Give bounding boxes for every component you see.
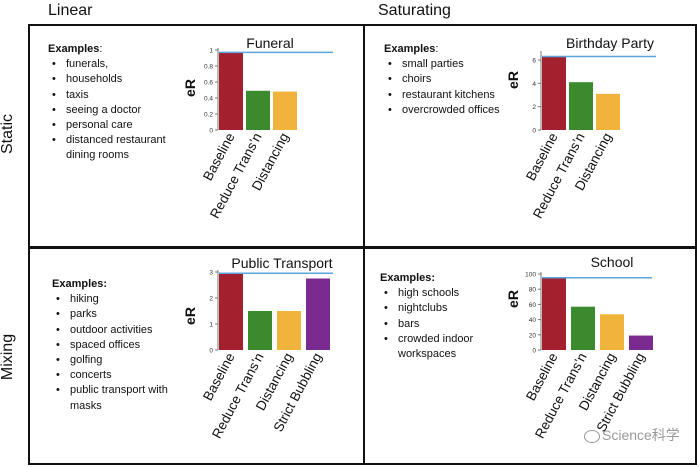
example-item: outdoor activities <box>56 323 172 338</box>
grid-left-border <box>28 24 30 465</box>
y-axis-label: eR <box>505 290 521 308</box>
y-tick-label: 20 <box>529 332 537 339</box>
y-tick-label: 0.4 <box>204 96 213 103</box>
example-item: high schools <box>384 286 510 301</box>
example-item: crowded indoor workspaces <box>384 332 510 362</box>
y-tick-label: 60 <box>529 302 537 309</box>
example-item: bars <box>384 317 510 332</box>
grid-center-divider <box>363 24 365 465</box>
chart-title: Public Transport <box>231 255 332 271</box>
bar-reduce-trans-n <box>246 90 270 130</box>
bar-distancing <box>596 93 620 130</box>
example-item: public transport with masks <box>56 383 172 413</box>
example-item: small parties <box>388 57 524 72</box>
y-tick-label: 0.6 <box>204 80 213 87</box>
y-tick-label: 40 <box>529 317 537 324</box>
example-item: choirs <box>388 72 524 87</box>
bar-reduce-trans-n <box>248 311 272 350</box>
wechat-icon <box>584 429 600 443</box>
example-item: concerts <box>56 368 172 383</box>
examples-heading: Examples: <box>48 43 103 55</box>
y-tick-label: 1 <box>209 48 213 55</box>
chart-title: Birthday Party <box>566 35 654 51</box>
example-item: parks <box>56 307 172 322</box>
example-item: restaurant kitchens <box>388 88 524 103</box>
examples-list-school: Examples: high schools nightclubs bars c… <box>380 271 510 362</box>
y-tick-label: 0 <box>209 348 213 355</box>
y-axis-label: eR <box>182 307 198 325</box>
example-item: nightclubs <box>384 301 510 316</box>
examples-list-birthday-party: Examples: small parties choirs restauran… <box>384 42 524 118</box>
column-header-linear: Linear <box>48 2 93 19</box>
example-item: hiking <box>56 292 172 307</box>
example-item: personal care <box>52 118 188 133</box>
example-item: overcrowded offices <box>388 103 524 118</box>
bar-reduce-trans-n <box>571 306 595 350</box>
example-item: spaced offices <box>56 338 172 353</box>
bar-strict-bubbling <box>306 278 330 350</box>
example-item: golfing <box>56 353 172 368</box>
examples-list-funeral: Examples: funerals, households taxis see… <box>48 42 188 164</box>
grid-bottom-border <box>28 463 697 465</box>
example-item: households <box>52 72 188 87</box>
chart-title: Funeral <box>246 35 293 51</box>
y-tick-label: 100 <box>525 272 536 279</box>
examples-heading: Examples: <box>52 278 108 290</box>
examples-list-public-transport: Examples: hiking parks outdoor activitie… <box>52 277 172 414</box>
grid-top-border <box>28 24 697 26</box>
bar-baseline <box>219 52 243 130</box>
y-tick-label: 6 <box>532 58 536 65</box>
examples-heading: Examples: <box>384 43 439 55</box>
bar-baseline <box>542 56 566 130</box>
bar-baseline <box>542 277 566 350</box>
bar-distancing <box>600 314 624 350</box>
bar-reduce-trans-n <box>569 82 593 130</box>
example-item: taxis <box>52 88 188 103</box>
y-axis-label: eR <box>182 79 198 97</box>
grid-middle-divider <box>28 246 697 249</box>
example-item: distanced restaurant dining rooms <box>52 133 188 163</box>
chart-title: School <box>591 254 634 270</box>
y-tick-label: 0.2 <box>204 112 213 119</box>
example-item: seeing a doctor <box>52 103 188 118</box>
y-tick-label: 2 <box>532 104 536 111</box>
y-tick-label: 80 <box>529 287 537 294</box>
bar-strict-bubbling <box>629 335 653 350</box>
y-tick-label: 2 <box>209 296 213 303</box>
watermark: Science科学 <box>584 425 680 445</box>
grid-right-border <box>695 24 697 465</box>
y-tick-label: 0 <box>209 128 213 135</box>
column-header-saturating: Saturating <box>378 2 451 19</box>
y-tick-label: 4 <box>532 81 536 88</box>
bar-distancing <box>277 311 301 350</box>
y-tick-label: 0.8 <box>204 64 213 71</box>
y-axis-label: eR <box>505 71 521 89</box>
example-item: funerals, <box>52 57 188 72</box>
y-tick-label: 0 <box>532 128 536 135</box>
y-tick-label: 1 <box>209 322 213 329</box>
bar-distancing <box>273 91 297 130</box>
y-tick-label: 0 <box>532 348 536 355</box>
bar-baseline <box>219 273 243 350</box>
y-tick-label: 3 <box>209 270 213 277</box>
examples-heading: Examples: <box>380 272 436 284</box>
